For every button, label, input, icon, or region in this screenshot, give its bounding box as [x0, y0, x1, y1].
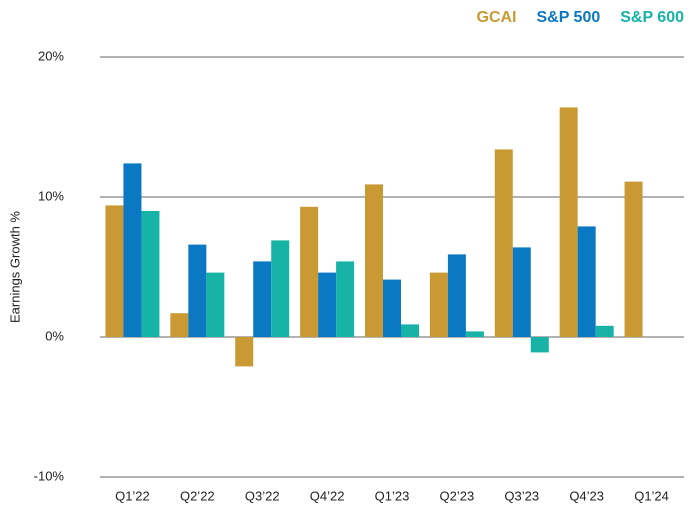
- y-tick-label: 0%: [45, 328, 64, 343]
- bar: [429, 272, 448, 337]
- legend-entry: GCAI: [477, 9, 517, 26]
- bar: [383, 279, 401, 337]
- bar: [206, 272, 225, 337]
- x-tick-label: Q2’22: [180, 488, 215, 503]
- x-tick-label: Q2’23: [440, 488, 475, 503]
- legend-entry: S&P 500: [537, 9, 601, 26]
- bar: [188, 244, 207, 337]
- x-tick-label: Q1’24: [634, 488, 669, 503]
- y-tick-label: 10%: [38, 188, 64, 203]
- bar: [365, 184, 383, 337]
- bar: [465, 331, 484, 337]
- x-tick-label: Q4’22: [310, 488, 345, 503]
- bar: [235, 337, 254, 367]
- x-tick-label: Q1’23: [375, 488, 410, 503]
- bar: [300, 206, 319, 337]
- x-tick-label: Q4’23: [569, 488, 604, 503]
- legend-entry: S&P 600: [620, 9, 684, 26]
- bar: [170, 313, 189, 337]
- x-tick-label: Q3’22: [245, 488, 280, 503]
- bar: [577, 226, 596, 337]
- bar: [447, 254, 466, 337]
- bar: [595, 325, 614, 337]
- bar: [530, 337, 549, 353]
- bar: [271, 240, 290, 337]
- bar: [253, 261, 272, 337]
- y-tick-label: 20%: [38, 48, 64, 63]
- bar: [401, 324, 419, 337]
- bar: [123, 163, 142, 337]
- bar: [336, 261, 355, 337]
- y-tick-label: -10%: [34, 468, 65, 483]
- bar: [512, 247, 531, 337]
- bar: [494, 149, 513, 337]
- bar: [559, 107, 578, 338]
- bar: [624, 181, 643, 337]
- bar: [105, 205, 124, 337]
- y-axis-label: Earnings Growth %: [7, 211, 22, 323]
- bar: [141, 211, 160, 337]
- bar: [318, 272, 337, 337]
- x-tick-label: Q1’22: [115, 488, 150, 503]
- x-tick-label: Q3’23: [504, 488, 539, 503]
